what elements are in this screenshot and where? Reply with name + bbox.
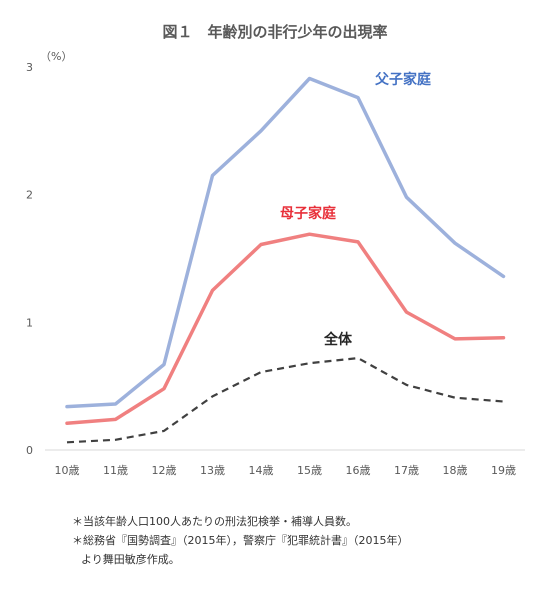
x-tick-label: 11歳 — [103, 464, 128, 477]
y-tick-label: 3 — [26, 61, 33, 74]
footnote-definition: ＊当該年齢人口100人あたりの刑法犯検挙・補導人員数。 — [72, 515, 357, 528]
x-tick-label: 19歳 — [491, 464, 516, 477]
series-line-2 — [65, 232, 506, 425]
series-lines — [65, 76, 506, 444]
footnote-source: ＊総務省『国勢調査』（2015年），警察庁『犯罪統計書』（2015年） — [72, 534, 409, 547]
x-tick-label: 18歳 — [443, 464, 468, 477]
axes: 0 1 2 3 10歳 11歳 12歳 13歳 14歳 15歳 16歳 17歳 18歳 19歳 — [26, 61, 525, 477]
x-tick-label: 12歳 — [152, 464, 177, 477]
y-tick-label: 0 — [26, 444, 33, 457]
footnotes: ＊当該年齢人口100人あたりの刑法犯検挙・補導人員数。 ＊総務省『国勢調査』（2… — [72, 512, 409, 569]
series-label-2: 母子家庭 — [280, 205, 337, 222]
x-tick-label: 13歳 — [200, 464, 225, 477]
x-tick-label: 16歳 — [346, 464, 371, 477]
series-label-3: 全体 — [323, 331, 353, 348]
chart-title: 図１ 年齢別の非行少年の出現率 — [162, 23, 387, 41]
y-tick-label: 1 — [26, 316, 33, 329]
y-tick-label: 2 — [26, 189, 33, 202]
x-tick-label: 10歳 — [55, 464, 80, 477]
x-tick-label: 17歳 — [394, 464, 419, 477]
x-tick-label: 14歳 — [249, 464, 274, 477]
series-line-3 — [66, 357, 504, 444]
x-tick-label: 15歳 — [297, 464, 322, 477]
series-line-1 — [65, 76, 506, 409]
series-label-1: 父子家庭 — [374, 71, 432, 88]
footnote-author: より舞田敏彦作成。 — [81, 553, 180, 566]
y-axis-unit-label: （%） — [40, 50, 72, 63]
